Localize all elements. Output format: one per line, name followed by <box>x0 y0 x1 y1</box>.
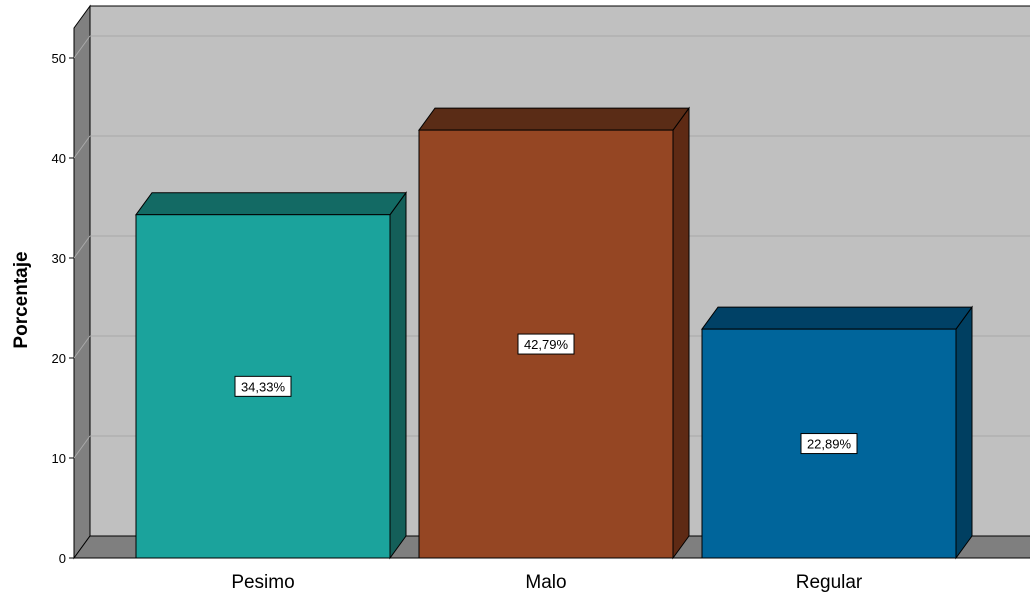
y-tick-label: 20 <box>52 351 66 366</box>
data-label: 22,89% <box>800 433 858 455</box>
y-axis-title: Porcentaje <box>11 251 32 348</box>
data-label-text: 34,33% <box>241 379 286 394</box>
data-label-text: 42,79% <box>524 337 569 352</box>
gridline-side <box>73 335 91 359</box>
bar-pesimo: 34,33% <box>135 191 407 560</box>
data-label: 34,33% <box>234 375 292 397</box>
y-tick-label: 10 <box>52 451 66 466</box>
x-axis-labels: Pesimo Malo Regular <box>231 572 863 593</box>
data-label: 42,79% <box>517 333 575 355</box>
bar-top-face <box>701 306 973 330</box>
data-label-box <box>234 375 292 397</box>
gridline-side <box>73 35 91 59</box>
bar-top-face <box>418 107 690 131</box>
bar-side-face <box>955 305 973 560</box>
y-tick-label: 50 <box>52 51 66 66</box>
data-label-box <box>517 333 575 355</box>
x-category-label: Regular <box>796 572 863 593</box>
gridline-side <box>73 135 91 159</box>
y-axis-ticks: 0 10 20 30 40 50 <box>52 51 74 566</box>
side-wall <box>73 4 91 560</box>
y-tick-label: 0 <box>59 551 66 566</box>
data-label-text: 22,89% <box>807 437 852 452</box>
gridline-side <box>73 235 91 259</box>
bar-top-face <box>135 192 407 216</box>
y-tick-label: 40 <box>52 151 66 166</box>
x-category-label: Pesimo <box>231 572 294 593</box>
y-tick-label: 30 <box>52 251 66 266</box>
bar-malo: 42,79% <box>418 106 690 560</box>
bars: 34,33% 42,79% 22,89% <box>135 106 973 560</box>
x-category-label: Malo <box>525 572 566 593</box>
bar-side-face <box>389 191 407 560</box>
bar-regular: 22,89% <box>701 305 973 560</box>
gridline-side <box>73 435 91 459</box>
bar-side-face <box>672 106 690 560</box>
data-label-box <box>800 433 858 455</box>
